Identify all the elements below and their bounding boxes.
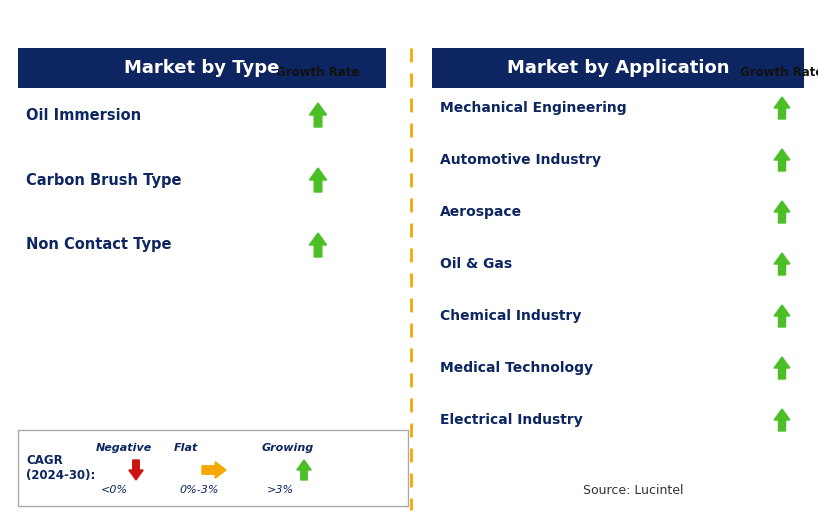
Polygon shape [774, 201, 790, 223]
Text: Oil Immersion: Oil Immersion [26, 108, 142, 123]
Polygon shape [774, 305, 790, 327]
Polygon shape [309, 233, 326, 257]
Text: Source: Lucintel: Source: Lucintel [582, 483, 683, 496]
Text: Chemical Industry: Chemical Industry [440, 309, 582, 323]
Text: >3%: >3% [267, 485, 294, 495]
Text: Oil & Gas: Oil & Gas [440, 257, 512, 271]
Text: Carbon Brush Type: Carbon Brush Type [26, 172, 182, 187]
Polygon shape [297, 460, 311, 480]
Polygon shape [128, 460, 143, 480]
Text: Growth Rate: Growth Rate [740, 65, 818, 78]
Polygon shape [309, 103, 326, 127]
Polygon shape [774, 357, 790, 379]
Text: Mechanical Engineering: Mechanical Engineering [440, 101, 627, 115]
Polygon shape [774, 149, 790, 171]
Text: Flat: Flat [174, 443, 199, 453]
Text: Medical Technology: Medical Technology [440, 361, 593, 375]
Text: Market by Application: Market by Application [506, 59, 730, 77]
Polygon shape [202, 462, 226, 478]
Polygon shape [309, 168, 326, 192]
Polygon shape [774, 409, 790, 431]
Text: Market by Type: Market by Type [124, 59, 280, 77]
FancyBboxPatch shape [18, 430, 408, 506]
Text: Electrical Industry: Electrical Industry [440, 413, 582, 427]
Text: Growing: Growing [262, 443, 314, 453]
Text: <0%: <0% [101, 485, 128, 495]
Polygon shape [774, 253, 790, 275]
Text: 0%-3%: 0%-3% [179, 485, 218, 495]
Polygon shape [774, 97, 790, 119]
Text: Automotive Industry: Automotive Industry [440, 153, 601, 167]
Text: CAGR
(2024-30):: CAGR (2024-30): [26, 454, 96, 482]
Text: Growth Rate: Growth Rate [276, 65, 360, 78]
Text: Negative: Negative [96, 443, 152, 453]
Text: Aerospace: Aerospace [440, 205, 522, 219]
FancyBboxPatch shape [432, 48, 804, 88]
Text: Non Contact Type: Non Contact Type [26, 238, 172, 253]
FancyBboxPatch shape [18, 48, 386, 88]
